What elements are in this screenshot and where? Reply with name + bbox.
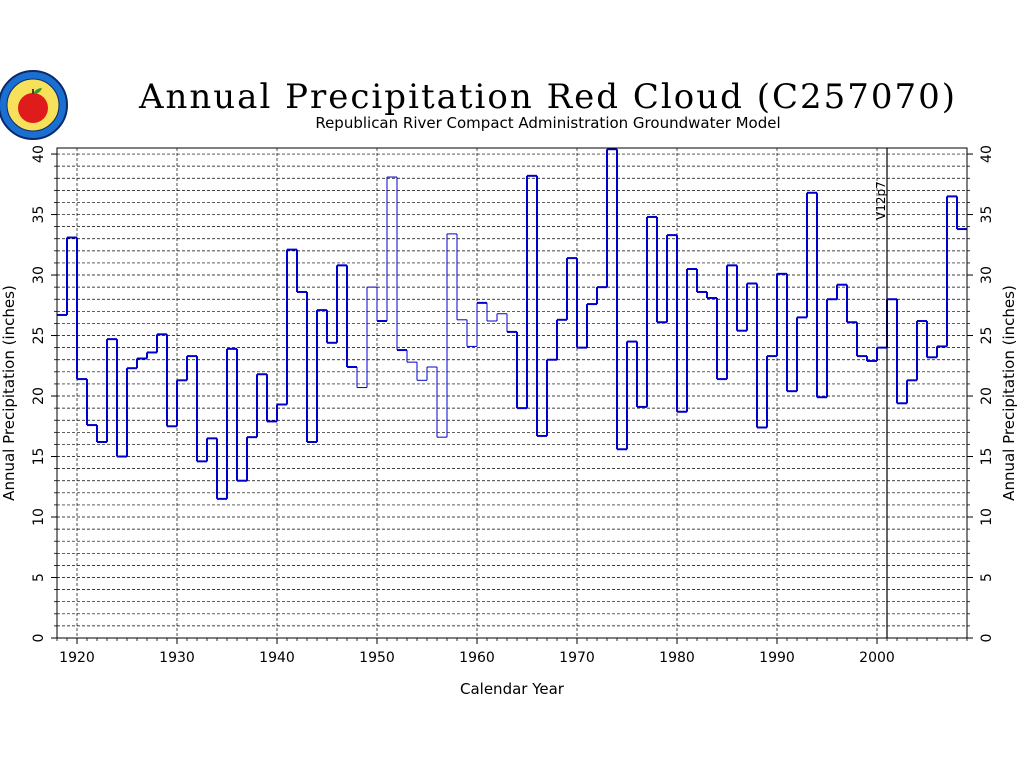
- x-axis-label: Calendar Year: [460, 680, 565, 698]
- x-tick-label: 1980: [659, 650, 695, 666]
- y-tick-label-right: 5: [979, 573, 995, 582]
- x-tick-label: 1930: [159, 650, 195, 666]
- x-tick-label: 1940: [259, 650, 295, 666]
- y-tick-label-left: 40: [31, 145, 47, 163]
- x-axis-ticks: 1920 1930 1940 1950 1960 1970 1980 1990 2000: [56, 638, 968, 666]
- y-tick-label-left: 10: [31, 508, 47, 526]
- y-axis-left-ticks: 0 5 10 15 20 25 30 35 40: [31, 145, 57, 642]
- y-tick-label-right: 30: [979, 266, 995, 284]
- y-tick-label-left: 25: [31, 327, 47, 345]
- chart-title: Annual Precipitation Red Cloud (C257070): [138, 77, 957, 117]
- y-tick-label-left: 20: [31, 387, 47, 405]
- y-tick-label-right: 10: [979, 508, 995, 526]
- precipitation-series: [57, 148, 967, 500]
- y-axis-label-right: Annual Precipitation (inches): [1000, 285, 1018, 501]
- rrca-logo: [0, 70, 68, 140]
- version-annotation: V12p7: [874, 148, 888, 638]
- y-tick-label-left: 0: [31, 634, 47, 643]
- y-tick-label-right: 15: [979, 448, 995, 466]
- y-tick-label-right: 40: [979, 145, 995, 163]
- y-tick-label-left: 15: [31, 448, 47, 466]
- y-tick-label-right: 0: [979, 634, 995, 643]
- y-tick-label-left: 5: [31, 573, 47, 582]
- version-marker-label: V12p7: [874, 181, 888, 220]
- x-tick-label: 1960: [459, 650, 495, 666]
- grid: [57, 148, 967, 638]
- y-axis-label-left: Annual Precipitation (inches): [0, 285, 18, 501]
- chart-subtitle: Republican River Compact Administration …: [315, 114, 780, 132]
- y-tick-label-left: 35: [31, 206, 47, 224]
- plot-frame: [56, 147, 968, 639]
- x-tick-label: 2000: [859, 650, 895, 666]
- y-tick-label-right: 35: [979, 206, 995, 224]
- y-tick-label-right: 20: [979, 387, 995, 405]
- x-tick-label: 1990: [759, 650, 795, 666]
- y-tick-label-left: 30: [31, 266, 47, 284]
- x-tick-label: 1950: [359, 650, 395, 666]
- x-tick-label: 1920: [59, 650, 95, 666]
- x-tick-label: 1970: [559, 650, 595, 666]
- y-axis-right-ticks: 0 5 10 15 20 25 30 35 40: [967, 145, 995, 642]
- y-tick-label-right: 25: [979, 327, 995, 345]
